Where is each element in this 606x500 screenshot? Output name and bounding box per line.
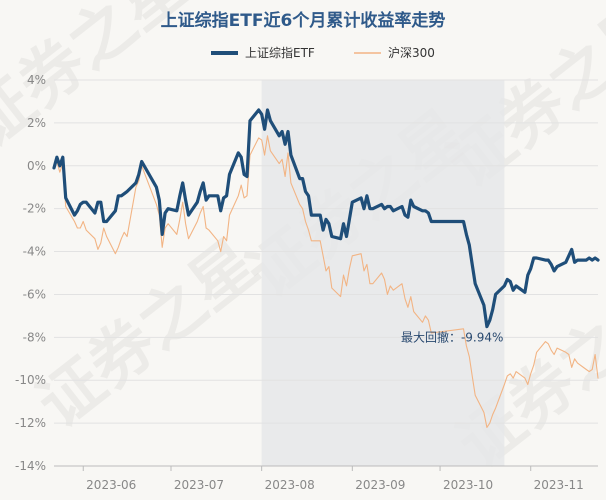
y-tick-label: -12% xyxy=(15,416,46,430)
y-tick-label: 0% xyxy=(27,159,46,173)
max-drawdown-annotation: 最大回撤：-9.94% xyxy=(401,329,503,344)
series-line-csi300 xyxy=(53,135,599,428)
x-tick-label: 2023-08 xyxy=(265,478,315,492)
legend-label-etf: 上证综指ETF xyxy=(245,45,315,60)
chart-title: 上证综指ETF近6个月累计收益率走势 xyxy=(161,10,446,31)
y-tick-label: -14% xyxy=(15,459,46,473)
y-tick-label: -4% xyxy=(23,245,46,259)
legend-label-csi300: 沪深300 xyxy=(388,46,435,60)
watermark-text: 证券之星 xyxy=(24,227,271,443)
y-tick-label: -6% xyxy=(23,287,46,301)
x-tick-label: 2023-07 xyxy=(174,478,224,492)
y-axis: 4% 2% 0% -2% -4% -6% -8% -10% -12% -14% xyxy=(15,73,46,473)
series-lines xyxy=(52,108,600,428)
y-tick-label: 2% xyxy=(27,116,46,130)
y-tick-label: 4% xyxy=(27,73,46,87)
x-tick-label: 2023-09 xyxy=(355,478,405,492)
y-tick-label: -2% xyxy=(23,202,46,216)
y-tick-label: -10% xyxy=(15,373,46,387)
series-line-etf xyxy=(52,108,600,329)
legend: 上证综指ETF 沪深300 xyxy=(211,45,435,60)
max-drawdown-region xyxy=(261,80,505,466)
x-tick-label: 2023-11 xyxy=(534,478,584,492)
x-tick-label: 2023-06 xyxy=(86,478,136,492)
x-tick-label: 2023-10 xyxy=(443,478,493,492)
x-axis: 2023-06 2023-07 2023-08 2023-09 2023-10 2023-… xyxy=(54,465,598,492)
y-tick-label: -8% xyxy=(23,330,46,344)
